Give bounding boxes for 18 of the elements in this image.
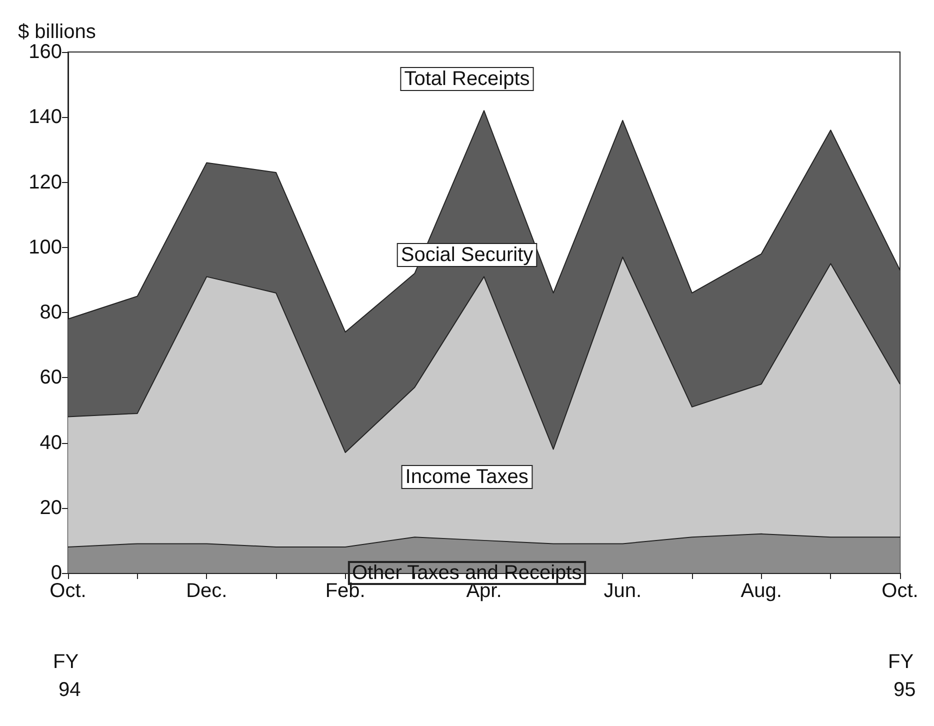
y-tick-label: 60 bbox=[40, 366, 62, 389]
x-tick-label: Jun. bbox=[604, 580, 642, 602]
y-tick-label: 40 bbox=[40, 432, 62, 454]
x-tick-label: Aug. bbox=[740, 580, 782, 602]
y-tick-label: 160 bbox=[28, 41, 62, 63]
x-tick-label: Oct. bbox=[882, 580, 918, 602]
x-tick-label: Dec. bbox=[186, 580, 228, 602]
y-axis-title: $ billions bbox=[18, 21, 96, 43]
text: FY 94 bbox=[53, 651, 81, 701]
y-tick-label: 80 bbox=[40, 302, 62, 324]
y-tick-label: 100 bbox=[28, 236, 62, 258]
annotation: Total Receipts bbox=[404, 68, 530, 90]
text: FY 95 bbox=[888, 651, 916, 701]
y-tick-label: 140 bbox=[28, 106, 62, 128]
y-tick-label: 20 bbox=[40, 496, 62, 519]
series-label: Social Security bbox=[400, 244, 534, 266]
series-label: Income Taxes bbox=[405, 466, 528, 488]
y-tick-label: 120 bbox=[28, 171, 62, 194]
